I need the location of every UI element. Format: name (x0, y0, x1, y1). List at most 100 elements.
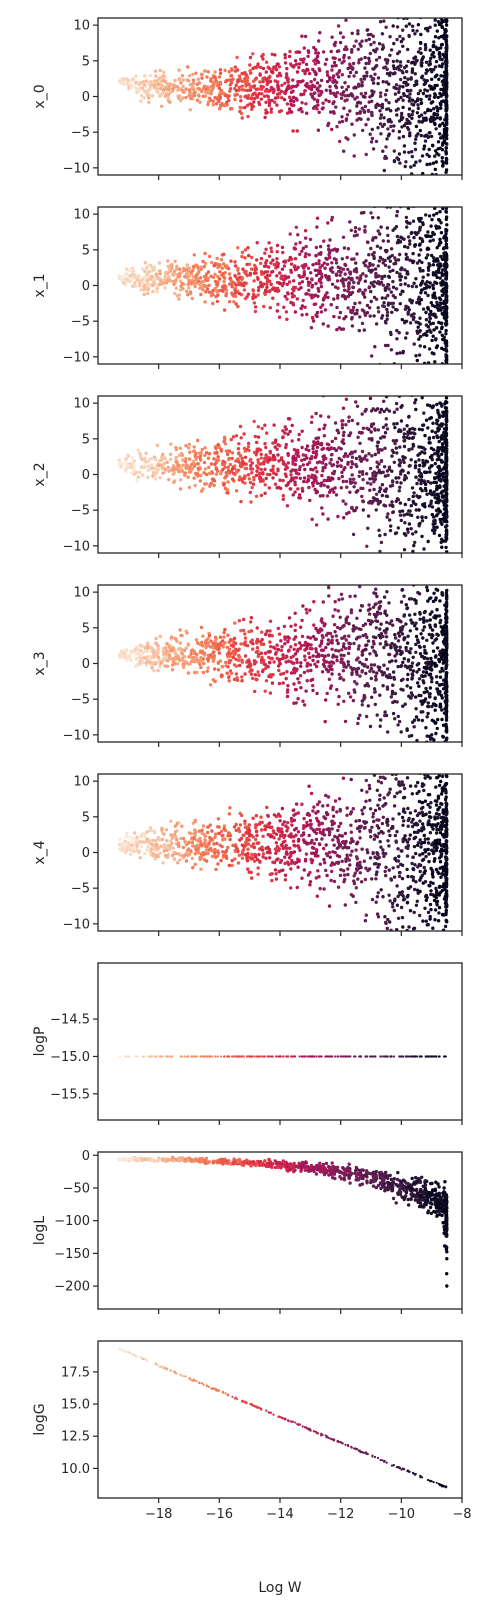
scatter-point (129, 268, 133, 272)
scatter-point (365, 303, 370, 308)
scatter-point (403, 164, 407, 169)
scatter-point (302, 476, 307, 480)
scatter-point (212, 457, 216, 461)
scatter-point (323, 273, 328, 278)
scatter-point (419, 32, 423, 37)
scatter-point (408, 509, 412, 513)
scatter-point (401, 44, 405, 48)
scatter-point (366, 117, 370, 121)
scatter-point (275, 260, 279, 265)
scatter-point (197, 81, 202, 85)
scatter-point (415, 261, 420, 265)
scatter-point (394, 659, 398, 663)
scatter-point (389, 675, 393, 680)
scatter-point (182, 268, 186, 273)
scatter-point (430, 253, 434, 258)
scatter-point (237, 619, 242, 623)
scatter-point (125, 277, 129, 282)
scatter-point (321, 50, 326, 54)
scatter-point (334, 94, 338, 99)
scatter-point (348, 291, 352, 295)
scatter-point (445, 60, 449, 64)
scatter-point (118, 461, 122, 465)
scatter-point (238, 109, 242, 114)
scatter-point (289, 257, 294, 261)
scatter-point (269, 261, 273, 265)
scatter-point (428, 239, 432, 243)
scatter-point (276, 302, 280, 307)
scatter-point (440, 452, 444, 456)
scatter-point (314, 273, 319, 278)
scatter-point (403, 521, 407, 525)
scatter-point (403, 282, 407, 286)
scatter-point (198, 276, 203, 280)
scatter-point (159, 75, 163, 80)
scatter-point (217, 651, 222, 655)
scatter-point (275, 274, 279, 278)
scatter-point (406, 47, 410, 52)
scatter-point (356, 29, 360, 33)
scatter-point (375, 47, 379, 51)
scatter-point (405, 512, 409, 516)
scatter-point (411, 442, 415, 447)
scatter-point (410, 70, 414, 75)
scatter-point (175, 264, 179, 268)
scatter-point (406, 530, 410, 534)
scatter-point (140, 267, 145, 271)
scatter-point (401, 704, 405, 708)
scatter-point (365, 311, 370, 315)
scatter-point (334, 105, 338, 109)
scatter-point (416, 325, 420, 329)
scatter-point (352, 86, 356, 90)
scatter-point (366, 514, 371, 518)
scatter-point (444, 434, 448, 438)
scatter-point (438, 675, 443, 679)
scatter-point (169, 442, 173, 446)
scatter-point (444, 68, 449, 73)
scatter-point (207, 254, 212, 259)
scatter-point (378, 255, 383, 260)
scatter-point (234, 83, 238, 88)
scatter-point (427, 466, 432, 470)
scatter-point (303, 34, 308, 39)
scatter-point (289, 487, 293, 491)
scatter-point (444, 574, 447, 577)
scatter-point (398, 460, 403, 465)
scatter-point (216, 455, 220, 459)
scatter-point (279, 89, 284, 94)
scatter-point (228, 87, 233, 91)
scatter-point (136, 80, 140, 85)
scatter-point (433, 154, 437, 158)
scatter-point (356, 47, 360, 51)
scatter-point (434, 375, 437, 378)
scatter-point (285, 111, 290, 115)
scatter-point (419, 370, 422, 373)
scatter-point (409, 231, 413, 236)
scatter-point (442, 484, 446, 488)
scatter-point (424, 60, 429, 64)
scatter-point (322, 434, 327, 438)
scatter-point (240, 477, 244, 482)
scatter-point (196, 438, 200, 443)
scatter-point (249, 457, 253, 462)
scatter-point (279, 486, 283, 491)
scatter-point (401, 71, 405, 75)
scatter-point (385, 137, 389, 141)
scatter-point (404, 382, 407, 385)
scatter-point (187, 266, 192, 270)
scatter-point (283, 294, 287, 299)
scatter-point (400, 390, 403, 393)
scatter-point (351, 532, 356, 537)
scatter-point (290, 291, 294, 296)
scatter-point (445, 367, 448, 370)
scatter-point (313, 84, 317, 89)
scatter-point (229, 437, 233, 442)
scatter-point (437, 427, 441, 431)
scatter-point (445, 386, 448, 389)
scatter-point (339, 327, 344, 331)
scatter-point (269, 246, 273, 250)
scatter-point (348, 220, 352, 224)
scatter-point (435, 306, 440, 310)
scatter-point (392, 559, 395, 562)
scatter-point (270, 98, 274, 103)
